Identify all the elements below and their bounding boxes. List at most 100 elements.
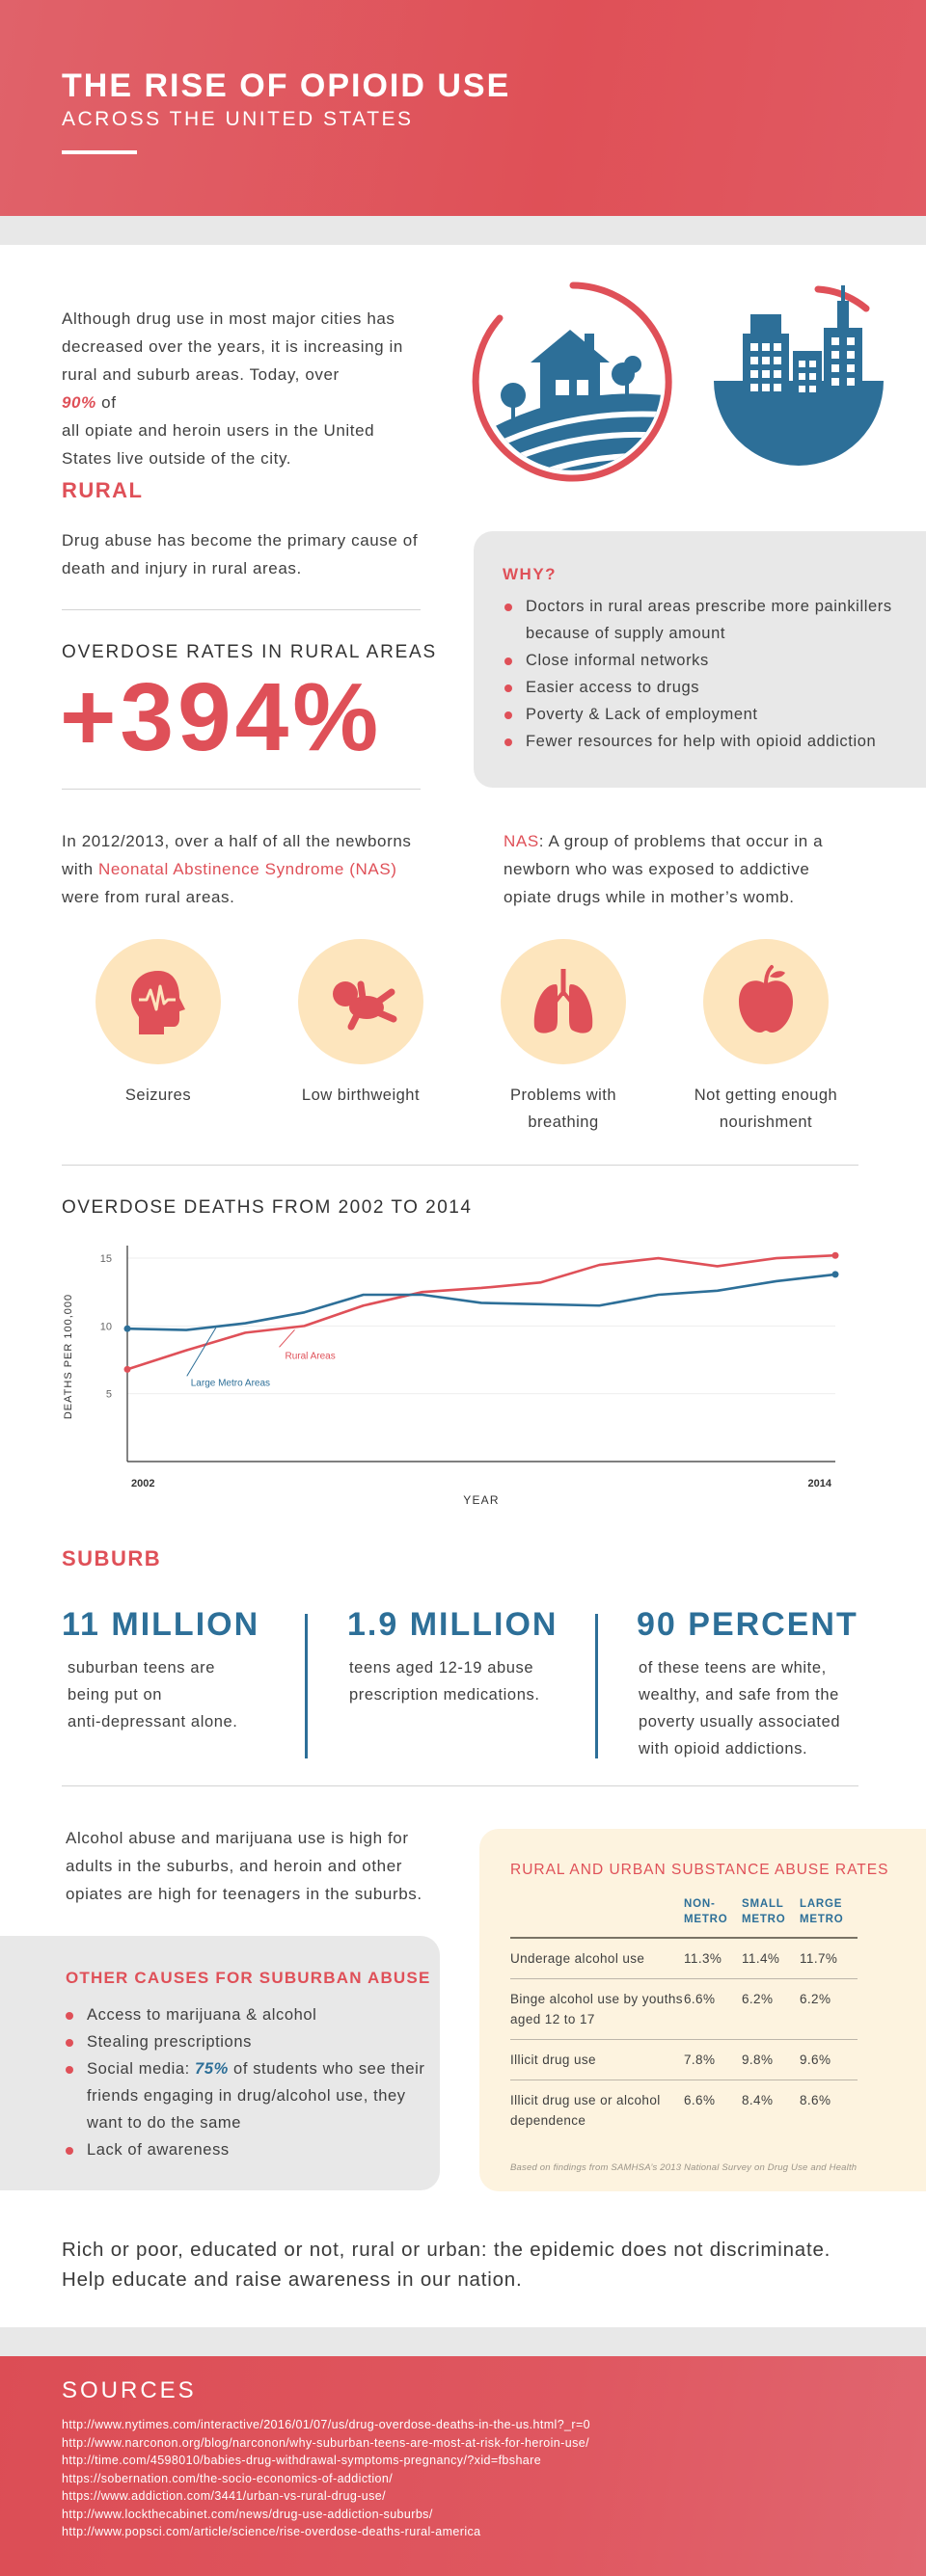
other-causes-list: Access to marijuana & alcohol Stealing p…: [64, 2001, 430, 2163]
source-link[interactable]: http://www.popsci.com/article/science/ri…: [62, 2525, 481, 2538]
stat-value: 90 PERCENT: [637, 1606, 858, 1643]
symptom-label-line: Not getting enough: [694, 1087, 838, 1104]
intro-line: Although drug use in most major cities h…: [62, 309, 395, 328]
intro-line: rural and suburb areas. Today, over: [62, 365, 340, 384]
symptom-seizures: Seizures: [71, 939, 245, 1109]
intro-line: States live outside of the city.: [62, 449, 292, 468]
chart-title: OVERDOSE DEATHS FROM 2002 TO 2014: [62, 1197, 473, 1218]
header-divider-band: [0, 216, 926, 245]
source-link[interactable]: https://www.addiction.com/3441/urban-vs-…: [62, 2489, 387, 2503]
suburb-section-title: SUBURB: [62, 1546, 162, 1570]
stat-value: 11 MILLION: [62, 1606, 260, 1643]
why-item: Fewer resources for help with opioid add…: [503, 728, 908, 755]
why-item: Close informal networks: [503, 647, 908, 674]
table-header-blank: [510, 1896, 684, 1938]
table-cell-label: Underage alcohol use: [510, 1937, 684, 1979]
page-subtitle: ACROSS THE UNITED STATES: [62, 108, 414, 130]
intro-line: 90% of: [62, 393, 117, 412]
table-cell: 9.8%: [742, 2039, 800, 2080]
symptom-circle: [703, 939, 829, 1064]
symptom-circle: [95, 939, 221, 1064]
symptom-label-line: breathing: [528, 1114, 599, 1131]
stat-description: teens aged 12-19 abuse prescription medi…: [349, 1654, 600, 1708]
table-row: Illicit drug use 7.8% 9.8% 9.6%: [510, 2039, 858, 2080]
nas-paragraph: In 2012/2013, over a half of all the new…: [62, 827, 448, 911]
cause-item: Stealing prescriptions: [64, 2028, 430, 2055]
table-cell: 8.6%: [800, 2080, 858, 2140]
closing-statement: Rich or poor, educated or not, rural or …: [62, 2235, 831, 2294]
alcohol-line: opiates are high for teenagers in the su…: [66, 1885, 422, 1903]
stat-divider: [595, 1614, 598, 1758]
table-cell: 6.2%: [800, 1978, 858, 2040]
cause-item: Lack of awareness: [64, 2136, 430, 2163]
nas-line: In 2012/2013, over a half of all the new…: [62, 832, 412, 850]
overdose-rates-label: OVERDOSE RATES IN RURAL AREAS: [62, 642, 438, 662]
footer-divider-band: [0, 2327, 926, 2356]
stat-line: poverty usually associated: [639, 1713, 841, 1731]
head-pulse-icon: [131, 971, 185, 1034]
source-link[interactable]: https://sobernation.com/the-socio-econom…: [62, 2471, 394, 2485]
x-axis-label: YEAR: [463, 1493, 499, 1507]
baby-icon: [333, 980, 397, 1031]
rural-intro-line: Drug abuse has become the primary cause …: [62, 531, 419, 550]
alcohol-line: adults in the suburbs, and heroin and ot…: [66, 1857, 403, 1875]
symptom-label: Low birthweight: [301, 1087, 421, 1104]
city-buildings-icon: [714, 285, 884, 466]
sources-title: SOURCES: [62, 2377, 197, 2403]
rural-house-icon: [472, 282, 672, 482]
why-title: WHY?: [503, 565, 558, 583]
intro-line: all opiate and heroin users in the Unite…: [62, 421, 375, 440]
stat-value: 1.9 MILLION: [347, 1606, 558, 1643]
stat-description: of these teens are white, wealthy, and s…: [639, 1654, 909, 1762]
rural-intro-line: death and injury in rural areas.: [62, 559, 302, 577]
why-list: Doctors in rural areas prescribe more pa…: [503, 593, 908, 755]
alcohol-paragraph: Alcohol abuse and marijuana use is high …: [66, 1824, 461, 1908]
why-item: Easier access to drugs: [503, 674, 908, 701]
series-line-large-metro: [126, 1273, 836, 1331]
table-cell: 11.4%: [742, 1937, 800, 1979]
table-cell: 6.6%: [684, 2080, 742, 2140]
divider: [62, 609, 421, 610]
source-link[interactable]: http://time.com/4598010/babies-drug-with…: [62, 2454, 542, 2467]
nas-def-term: NAS: [504, 832, 539, 850]
series-label-rural: Rural Areas: [286, 1351, 336, 1361]
stat-line: with opioid addictions.: [639, 1740, 808, 1758]
closing-line: Rich or poor, educated or not, rural or …: [62, 2239, 831, 2261]
abuse-rates-title: RURAL AND URBAN SUBSTANCE ABUSE RATES: [510, 1862, 889, 1878]
sources-footer: SOURCES http://www.nytimes.com/interacti…: [0, 2356, 926, 2576]
closing-line: Help educate and raise awareness in our …: [62, 2268, 523, 2291]
y-tick-label: 15: [100, 1253, 112, 1265]
x-tick-label: 2002: [131, 1478, 154, 1489]
source-link[interactable]: http://www.narconon.org/blog/narconon/wh…: [62, 2435, 589, 2450]
why-box: WHY? Doctors in rural areas prescribe mo…: [474, 531, 926, 788]
lungs-icon: [533, 969, 593, 1033]
symptom-low-birthweight: Low birthweight: [274, 939, 448, 1109]
stat-line: suburban teens are: [68, 1659, 215, 1677]
series-point: [123, 1365, 131, 1373]
symptom-label: Seizures: [124, 1087, 192, 1104]
table-header-row: NON- METRO SMALL METRO LARGE METRO: [510, 1896, 858, 1938]
table-header: SMALL METRO: [742, 1898, 786, 1925]
table-cell: 9.6%: [800, 2039, 858, 2080]
nas-def-line: newborn who was exposed to addictive: [504, 860, 810, 878]
table-cell: 6.6%: [684, 1978, 742, 2040]
stat-line: teens aged 12-19 abuse: [349, 1659, 534, 1677]
cause-highlight: 75%: [195, 2060, 229, 2078]
other-causes-title: OTHER CAUSES FOR SUBURBAN ABUSE: [66, 1969, 431, 1987]
divider: [62, 1785, 858, 1786]
stat-divider: [305, 1614, 308, 1758]
cause-item: Access to marijuana & alcohol: [64, 2001, 430, 2028]
divider: [62, 1165, 858, 1166]
source-link[interactable]: http://www.nytimes.com/interactive/2016/…: [62, 2418, 591, 2431]
table-row: Binge alcohol use by youths aged 12 to 1…: [510, 1978, 858, 2040]
stat-line: prescription medications.: [349, 1686, 540, 1704]
table-row: Underage alcohol use 11.3% 11.4% 11.7%: [510, 1937, 858, 1979]
table-header: LARGE METRO: [800, 1898, 844, 1925]
nas-line: with Neonatal Abstinence Syndrome (NAS): [62, 860, 397, 878]
table-cell-label: Illicit drug use: [510, 2039, 684, 2080]
other-causes-box: OTHER CAUSES FOR SUBURBAN ABUSE Access t…: [0, 1936, 440, 2190]
table-row: Illicit drug use or alcohol dependence 6…: [510, 2080, 858, 2140]
source-link[interactable]: http://www.lockthecabinet.com/news/drug-…: [62, 2507, 433, 2521]
series-line-rural: [126, 1253, 836, 1371]
